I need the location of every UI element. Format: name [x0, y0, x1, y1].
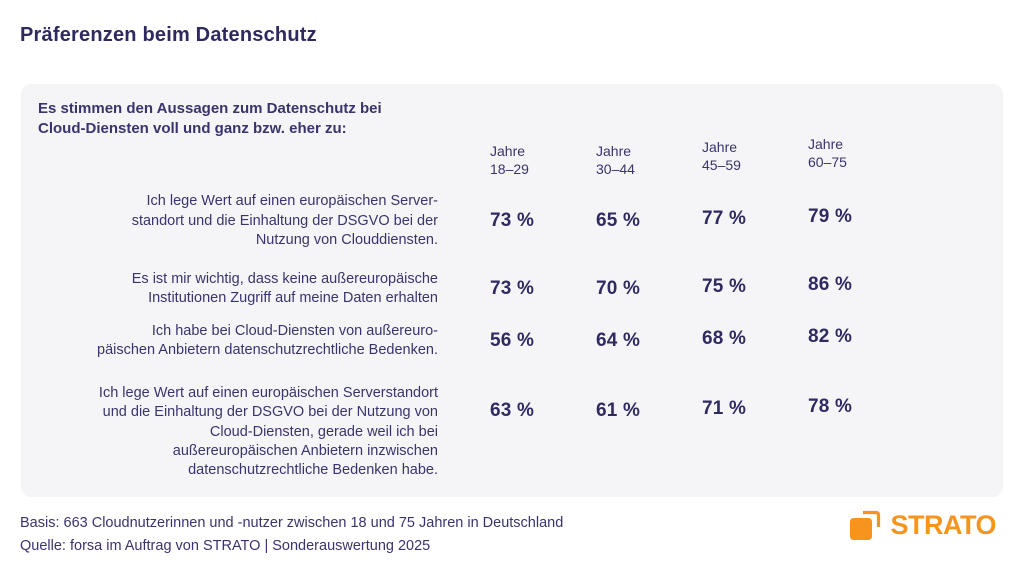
statement-text: Ich habe bei Cloud-Diensten von außereur… — [97, 323, 438, 359]
column-header-jahre-45-59: Jahre 45–59 — [702, 139, 741, 174]
data-card: Es stimmen den Aussagen zum Datenschutz … — [21, 84, 1003, 497]
card-intro: Es stimmen den Aussagen zum Datenschutz … — [38, 100, 382, 137]
value-cell: 71 % — [702, 398, 747, 420]
statement-text: Ich lege Wert auf einen europäischen Ser… — [98, 385, 438, 478]
value-cell: 73 % — [490, 210, 535, 232]
value-cell: 75 % — [702, 275, 747, 297]
column-header-row: Jahre 18–29 Jahre 30–44 Jahre 45–59 Jahr… — [38, 136, 983, 178]
column-header-jahre-30-44: Jahre 30–44 — [596, 143, 635, 178]
value-cell: 70 % — [596, 277, 641, 299]
basis-note: Basis: 663 Cloudnutzerinnen und -nutzer … — [20, 515, 564, 531]
strato-logo-icon — [849, 508, 883, 542]
value-cell: 82 % — [808, 326, 853, 348]
strato-logo-text: STRATO — [890, 509, 996, 540]
strato-logo: STRATO — [849, 508, 996, 542]
table-row: Es ist mir wichtig, dass keine außereuro… — [38, 270, 983, 308]
table-row: Ich lege Wert auf einen europäischen Ser… — [38, 384, 983, 480]
value-cell: 68 % — [702, 328, 747, 350]
value-cell: 73 % — [490, 277, 535, 299]
statement-text: Es ist mir wichtig, dass keine außereuro… — [131, 270, 438, 306]
statement-text: Ich lege Wert auf einen europäischen Ser… — [131, 193, 438, 248]
footer: Basis: 663 Cloudnutzerinnen und -nutzer … — [20, 512, 563, 557]
value-cell: 65 % — [596, 210, 641, 232]
table-row: Ich lege Wert auf einen europäischen Ser… — [38, 192, 983, 249]
column-header-jahre-18-29: Jahre 18–29 — [490, 143, 529, 178]
value-cell: 86 % — [808, 273, 853, 295]
column-header-jahre-60-75: Jahre 60–75 — [808, 136, 847, 171]
value-cell: 78 % — [808, 396, 853, 418]
source-note: Quelle: forsa im Auftrag von STRATO | So… — [20, 537, 431, 554]
value-cell: 56 % — [490, 330, 535, 352]
value-cell: 64 % — [596, 330, 641, 352]
value-cell: 79 % — [808, 206, 853, 228]
value-cell: 61 % — [596, 400, 641, 422]
page-title: Präferenzen beim Datenschutz — [20, 24, 317, 46]
table-row: Ich habe bei Cloud-Diensten von außereur… — [38, 322, 983, 360]
value-cell: 63 % — [490, 400, 535, 422]
value-cell: 77 % — [702, 208, 747, 230]
